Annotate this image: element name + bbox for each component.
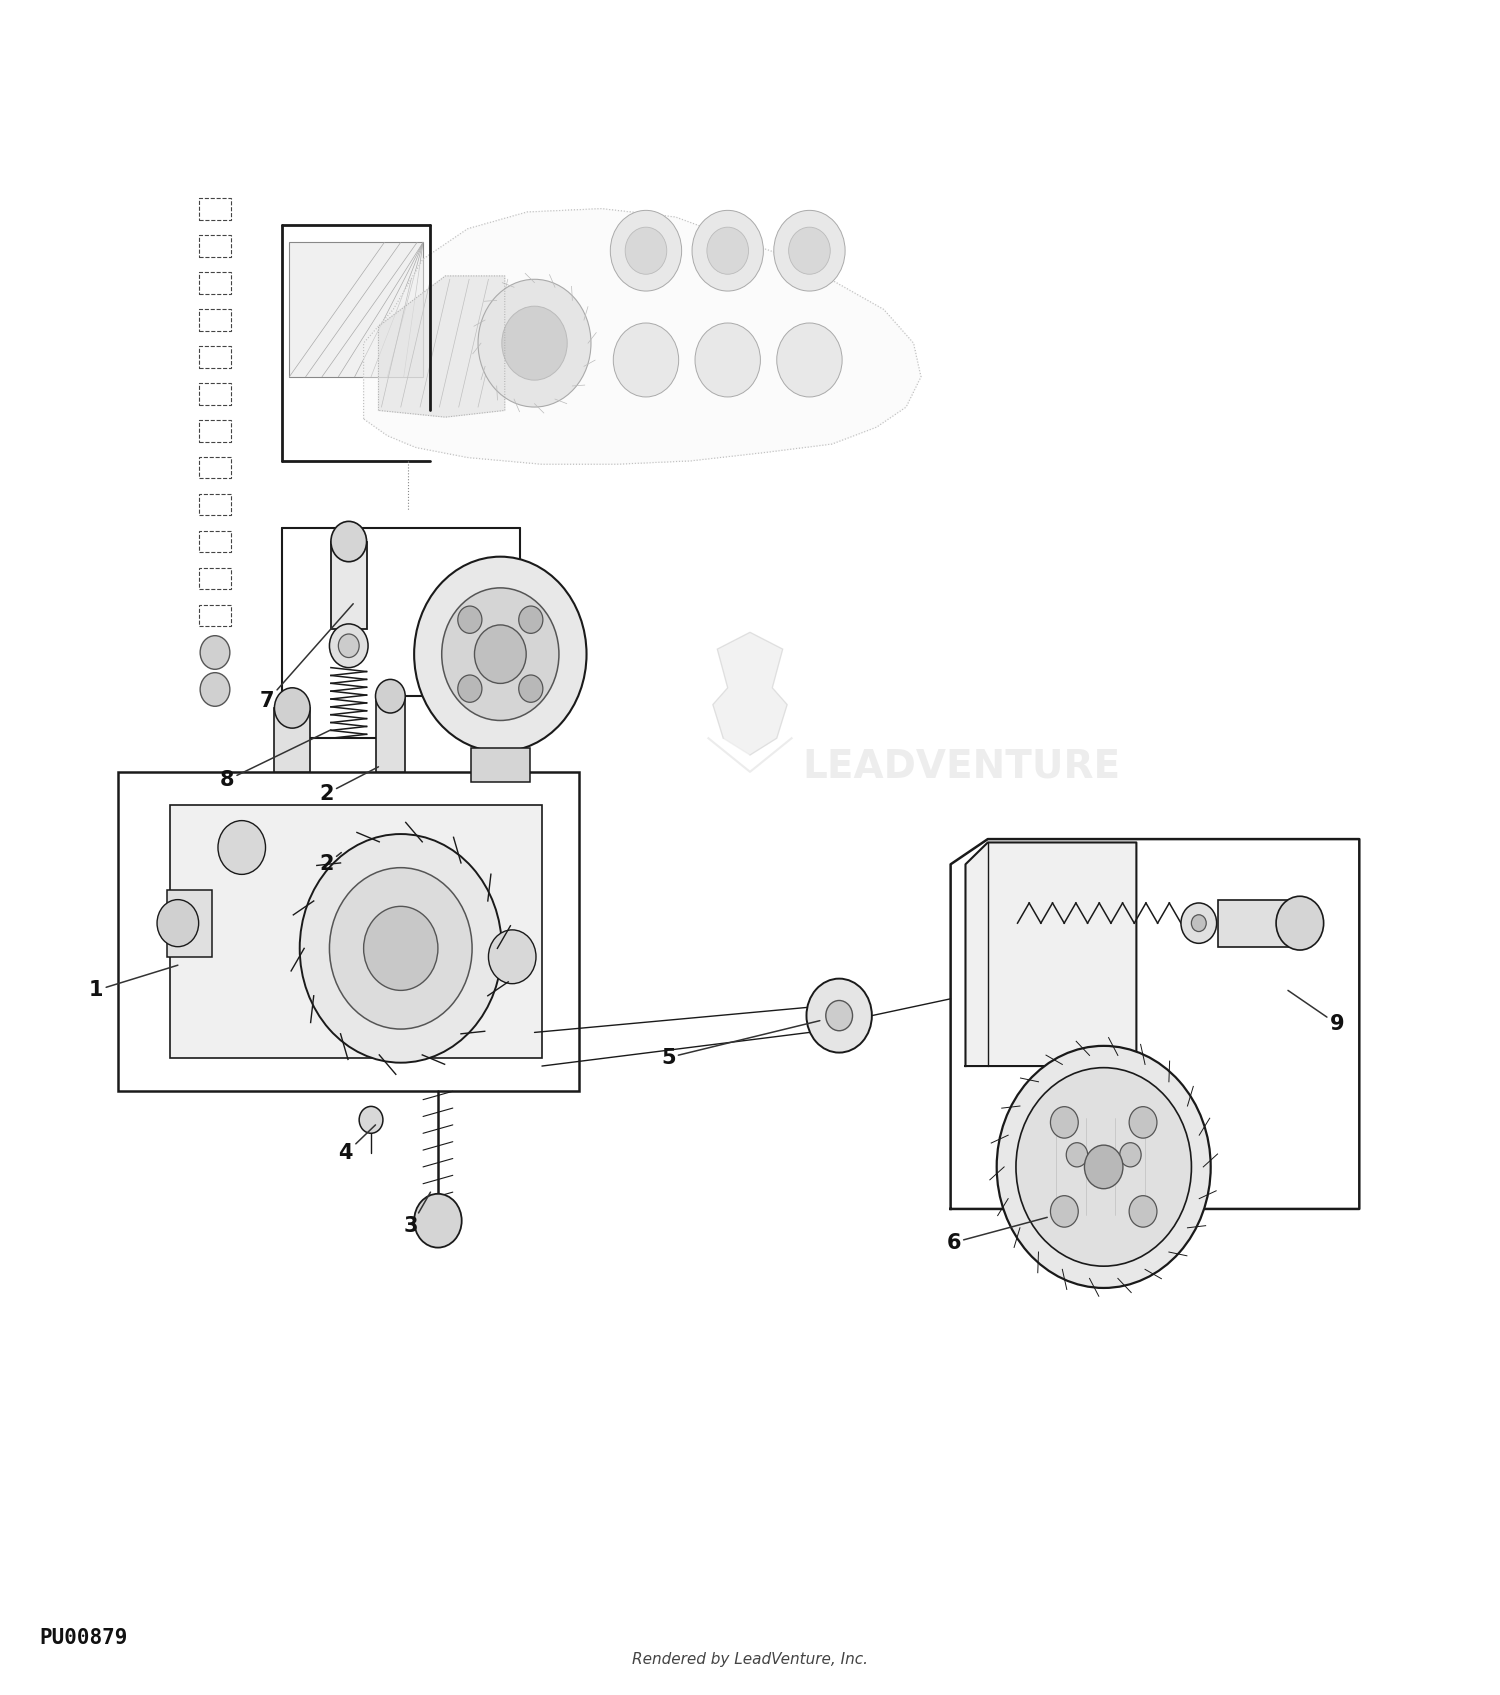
Circle shape	[1016, 1068, 1191, 1266]
Bar	[198, 271, 231, 293]
Circle shape	[414, 1193, 462, 1248]
Circle shape	[996, 1046, 1210, 1288]
Bar	[198, 493, 231, 515]
Circle shape	[774, 210, 844, 292]
Bar	[198, 531, 231, 553]
Circle shape	[158, 900, 198, 948]
Circle shape	[789, 227, 831, 275]
Circle shape	[217, 820, 266, 875]
Circle shape	[441, 588, 560, 720]
Bar	[198, 605, 231, 627]
Circle shape	[1050, 1107, 1078, 1137]
Circle shape	[1119, 1142, 1142, 1166]
Polygon shape	[951, 839, 1359, 1209]
Text: 3: 3	[404, 1192, 430, 1236]
Text: 7: 7	[260, 603, 352, 712]
Polygon shape	[966, 842, 1137, 1066]
Circle shape	[610, 210, 681, 292]
Text: 1: 1	[88, 964, 178, 1000]
Text: 6: 6	[946, 1217, 1047, 1253]
Bar	[198, 346, 231, 368]
Circle shape	[458, 607, 482, 634]
Circle shape	[807, 978, 871, 1053]
Bar	[171, 805, 542, 1058]
Circle shape	[200, 673, 230, 707]
Text: 5: 5	[662, 1020, 820, 1068]
Circle shape	[474, 625, 526, 683]
Bar	[332, 541, 366, 629]
Text: 4: 4	[339, 1125, 375, 1163]
Circle shape	[706, 227, 748, 275]
Circle shape	[489, 931, 536, 983]
Bar	[471, 747, 530, 781]
Circle shape	[478, 280, 591, 407]
Circle shape	[458, 675, 482, 702]
Circle shape	[363, 907, 438, 990]
Bar	[198, 198, 231, 220]
Circle shape	[614, 324, 678, 397]
Circle shape	[692, 210, 764, 292]
Polygon shape	[363, 208, 921, 464]
Text: PU00879: PU00879	[39, 1627, 128, 1648]
Text: 2: 2	[320, 766, 378, 803]
Circle shape	[339, 634, 358, 658]
Text: 8: 8	[219, 731, 332, 790]
Bar	[198, 568, 231, 590]
Text: 9: 9	[1288, 990, 1344, 1034]
Polygon shape	[712, 632, 788, 754]
Circle shape	[330, 868, 472, 1029]
Circle shape	[1066, 1142, 1088, 1166]
Text: LEADVENTURE: LEADVENTURE	[802, 747, 1120, 786]
Polygon shape	[378, 276, 506, 417]
Circle shape	[694, 324, 760, 397]
Bar	[274, 709, 310, 771]
Circle shape	[1130, 1107, 1156, 1137]
Circle shape	[1180, 903, 1216, 944]
Circle shape	[827, 1000, 852, 1031]
Circle shape	[777, 324, 842, 397]
Circle shape	[1276, 897, 1323, 951]
Circle shape	[519, 675, 543, 702]
Circle shape	[300, 834, 502, 1063]
Bar	[198, 456, 231, 478]
Bar	[198, 308, 231, 331]
Bar	[290, 242, 423, 376]
Circle shape	[519, 607, 543, 634]
Circle shape	[375, 680, 405, 714]
Bar	[168, 890, 211, 956]
Bar	[198, 383, 231, 405]
Circle shape	[503, 307, 567, 380]
Circle shape	[330, 624, 368, 668]
Circle shape	[358, 1107, 382, 1134]
Bar	[118, 771, 579, 1092]
Text: Rendered by LeadVenture, Inc.: Rendered by LeadVenture, Inc.	[632, 1653, 868, 1666]
Circle shape	[1130, 1195, 1156, 1227]
Bar	[375, 697, 405, 771]
Bar	[198, 234, 231, 256]
Bar	[198, 420, 231, 441]
Circle shape	[274, 688, 310, 729]
Circle shape	[200, 636, 230, 670]
Circle shape	[414, 556, 586, 751]
Bar	[1218, 900, 1300, 948]
Circle shape	[332, 522, 366, 561]
Circle shape	[1084, 1146, 1124, 1188]
Circle shape	[626, 227, 668, 275]
Text: 2: 2	[320, 853, 342, 875]
Circle shape	[1050, 1195, 1078, 1227]
Circle shape	[1191, 915, 1206, 932]
